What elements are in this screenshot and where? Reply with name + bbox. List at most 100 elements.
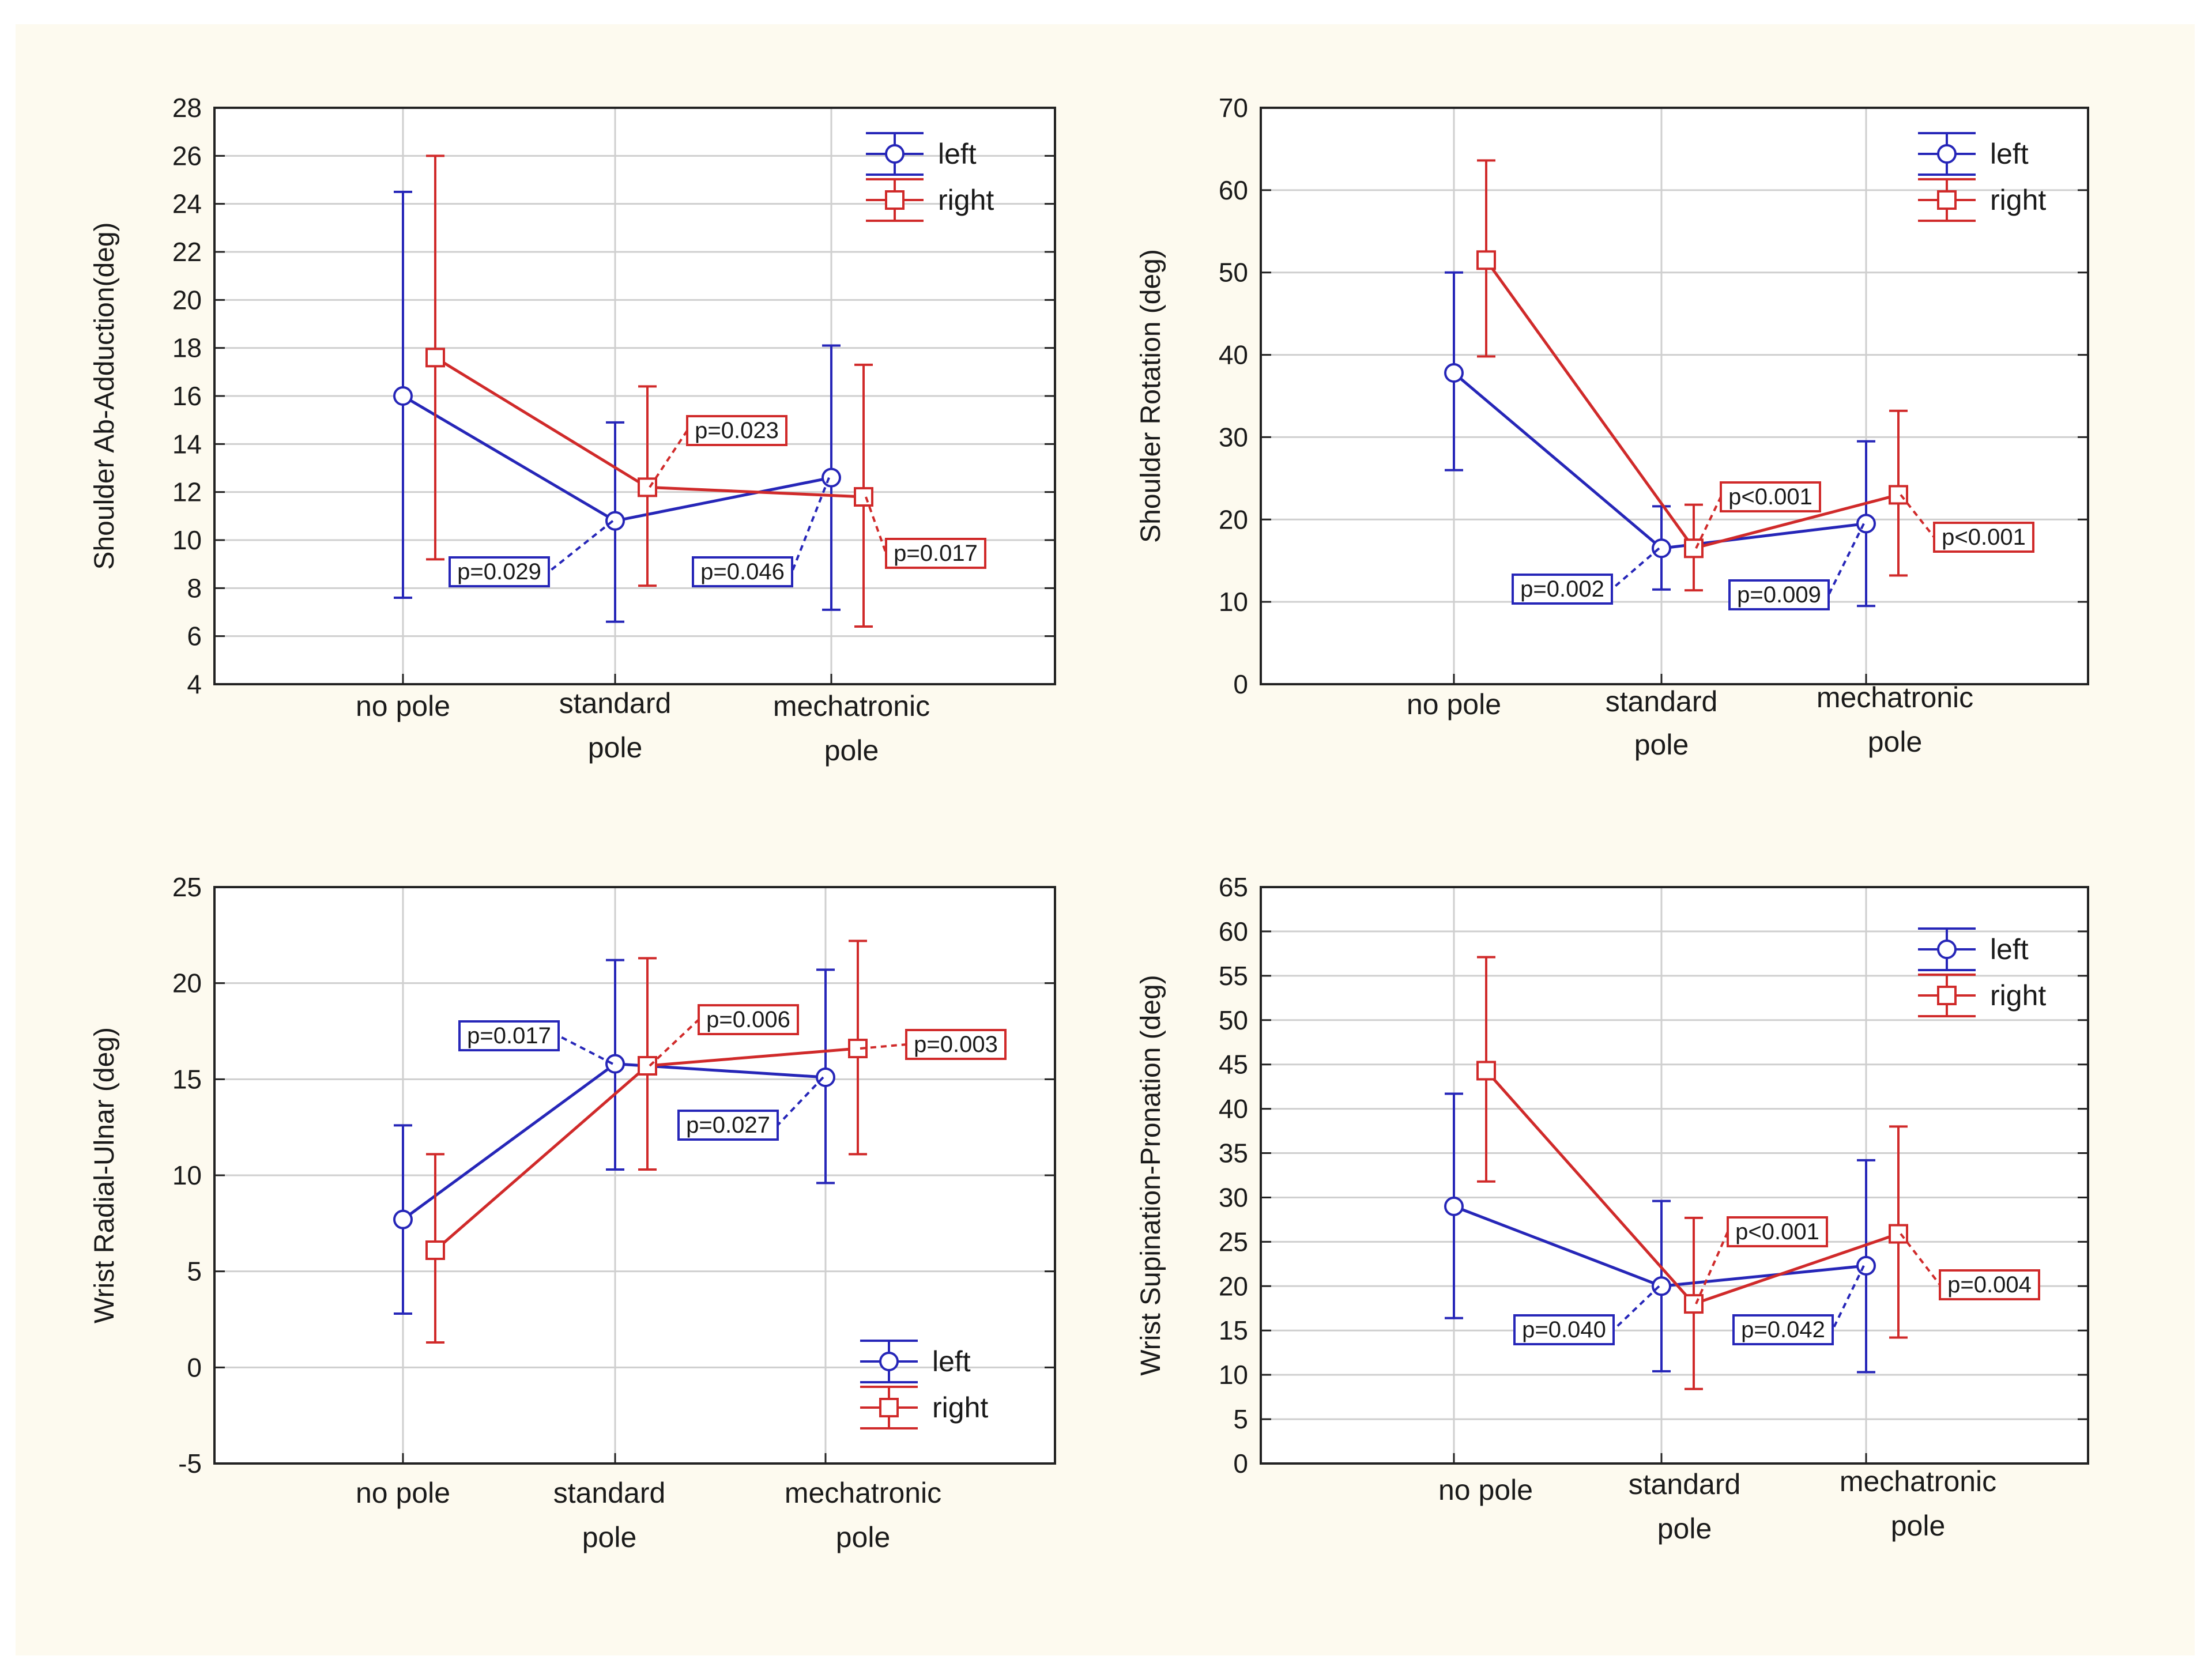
legend-label: left — [1990, 138, 2029, 170]
plot-area — [1261, 108, 2088, 684]
y-tick-label: 24 — [172, 189, 202, 219]
legend-item-left: left — [1918, 132, 2029, 176]
annotation-leader — [649, 1019, 700, 1067]
y-tick-label: 45 — [1219, 1050, 1248, 1080]
y-tick-label: 0 — [187, 1352, 202, 1382]
plot-frame — [213, 886, 1056, 1465]
p-value-label: p<0.001 — [1728, 484, 1812, 510]
annotation-leader — [1827, 523, 1865, 595]
p-value-label: p=0.029 — [457, 559, 541, 584]
plot-frame — [213, 107, 1056, 685]
p-value-label: p=0.027 — [686, 1112, 770, 1138]
category-label: no pole — [356, 1477, 450, 1509]
category-label: pole — [582, 1521, 637, 1553]
charts-svg: 4 6 8 10 12 14 16 18 20 22 24 26 28 Shoulder Ab-Adduc… — [89, 93, 2089, 1553]
chart-panel-3: -5 0 5 10 15 20 25 Wrist Radial-Ulnar (deg) no p… — [89, 872, 1056, 1553]
annotation-leader — [1832, 1265, 1865, 1330]
data-point-left — [393, 386, 413, 406]
data-point-left — [605, 511, 625, 531]
p-value-box — [686, 415, 787, 446]
y-tick-label: 12 — [172, 477, 202, 507]
annotation-leader — [1900, 494, 1935, 538]
annotation-leader — [791, 477, 830, 572]
chart-panel-4: 0 5 10 15 20 25 30 35 40 45 50 55 60 65 Wrist Supinati… — [1136, 872, 2089, 1545]
y-tick-label: 40 — [1219, 340, 1248, 370]
y-tick-label: 20 — [172, 968, 202, 998]
figure: 4 6 8 10 12 14 16 18 20 22 24 26 28 Shoulder Ab-Adduc… — [16, 24, 2195, 1655]
p-value-label: p=0.040 — [1522, 1317, 1606, 1342]
legend-label: left — [1990, 933, 2029, 965]
data-point-right — [854, 487, 873, 507]
y-tick-label: 60 — [1219, 916, 1248, 946]
legend-item-left: left — [860, 1340, 971, 1383]
y-tick-label: 4 — [187, 669, 202, 699]
data-point-right — [1684, 538, 1704, 559]
category-label: no pole — [1407, 688, 1501, 721]
y-tick-label: 10 — [1219, 1360, 1248, 1390]
data-point-left — [1444, 363, 1464, 383]
y-tick-label: 0 — [1233, 669, 1248, 699]
y-tick-label: 10 — [172, 1160, 202, 1190]
category-label: mechatronic — [773, 690, 930, 722]
y-tick-label: 70 — [1219, 93, 1248, 123]
data-point-right — [848, 1039, 868, 1058]
plot-area — [1261, 887, 2088, 1463]
plot-frame — [1260, 107, 2089, 685]
legend-label: right — [932, 1391, 988, 1424]
y-tick-label: 60 — [1219, 175, 1248, 205]
data-point-right — [1684, 1294, 1704, 1314]
p-value-box — [677, 1110, 779, 1141]
p-value-label: p=0.017 — [467, 1023, 551, 1048]
p-value-box — [698, 1004, 799, 1035]
p-value-box — [1728, 579, 1830, 610]
data-point-right — [1476, 250, 1496, 270]
y-tick-label: 35 — [1219, 1138, 1248, 1168]
annotation-leader — [860, 1043, 907, 1050]
legend-marker-left — [885, 144, 905, 164]
y-tick-label: 28 — [172, 93, 202, 123]
legend-item-right: right — [860, 1386, 988, 1429]
chart-panel-2: 0 10 20 30 40 50 60 70 Shoulder Rotation (deg) no… — [1136, 93, 2089, 761]
category-label: pole — [588, 731, 643, 764]
y-tick-label: -5 — [178, 1449, 202, 1478]
y-tick-label: 40 — [1219, 1094, 1248, 1124]
y-tick-label: 30 — [1219, 1182, 1248, 1212]
data-point-left — [605, 1054, 625, 1074]
category-label: pole — [836, 1521, 891, 1553]
y-tick-label: 15 — [172, 1064, 202, 1094]
legend-label: left — [938, 138, 977, 170]
y-tick-label: 25 — [172, 872, 202, 902]
p-value-label: p=0.046 — [700, 559, 785, 584]
data-point-left — [1444, 1196, 1464, 1216]
y-tick-label: 22 — [172, 237, 202, 267]
legend-label: right — [1990, 184, 2046, 216]
category-label: no pole — [356, 690, 450, 722]
p-value-label: p=0.023 — [695, 418, 779, 443]
category-label: standard — [553, 1477, 666, 1509]
annotation-leader — [1900, 1233, 1941, 1286]
category-label: pole — [1634, 729, 1689, 761]
y-tick-label: 18 — [172, 333, 202, 363]
data-point-left — [822, 467, 841, 488]
p-value-box — [885, 538, 986, 569]
annotation-leader — [777, 1076, 824, 1126]
data-point-left — [816, 1068, 835, 1087]
legend-item-left: left — [866, 132, 977, 176]
y-tick-label: 26 — [172, 141, 202, 171]
data-point-right — [425, 1240, 445, 1260]
y-tick-label: 20 — [1219, 1271, 1248, 1301]
legend-label: right — [938, 184, 994, 216]
y-axis-label: Wrist Supination-Pronation (deg) — [1136, 975, 1166, 1375]
legend-marker-right — [1937, 190, 1957, 210]
legend-marker-left — [879, 1352, 899, 1371]
category-label: pole — [1891, 1510, 1946, 1542]
annotation-leader — [548, 520, 614, 573]
y-tick-label: 15 — [1219, 1315, 1248, 1345]
y-tick-label: 14 — [172, 429, 202, 459]
legend-label: left — [932, 1345, 971, 1378]
y-tick-label: 20 — [1219, 504, 1248, 534]
data-point-left — [1856, 514, 1876, 534]
p-value-label: p=0.009 — [1737, 582, 1821, 608]
p-value-box — [1933, 522, 2034, 553]
data-point-right — [1476, 1061, 1496, 1081]
